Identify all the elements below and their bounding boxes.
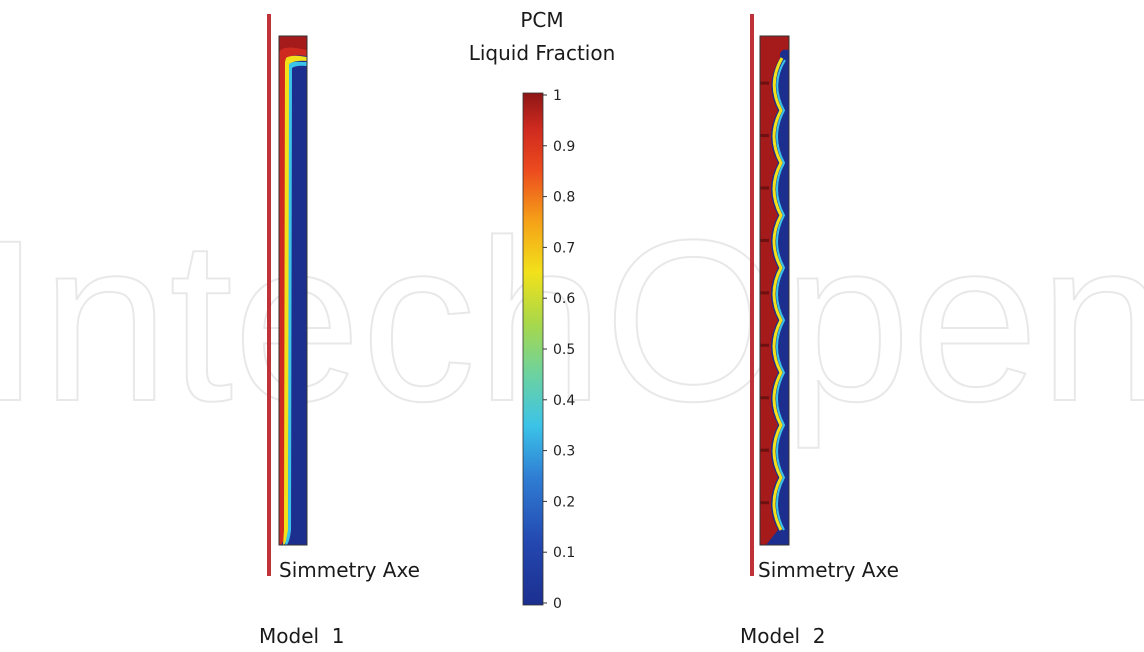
model-2-fin	[760, 396, 769, 400]
model-2-fin	[760, 291, 769, 295]
colorbar-tick-label: 0.2	[553, 494, 575, 510]
colorbar-tick-label: 0.5	[553, 342, 575, 358]
model-2-domain	[759, 35, 790, 546]
model-2-label: Model 2	[740, 624, 826, 648]
model-2-symmetry-line	[750, 14, 754, 576]
model-2-fin	[760, 81, 769, 85]
colorbar-title-line1: PCM	[520, 8, 564, 32]
colorbar-tick-label: 0.8	[553, 190, 575, 206]
colorbar-tick-label: 1	[553, 88, 562, 104]
model-2-axis-label: Simmetry Axe	[758, 558, 899, 582]
model-1-symmetry-line	[267, 14, 271, 576]
colorbar-gradient	[522, 92, 544, 606]
colorbar-title-line2: Liquid Fraction	[468, 41, 616, 65]
model-2-fin	[760, 238, 769, 242]
model-1-panel	[267, 14, 308, 576]
model-2-fin	[760, 448, 769, 452]
colorbar-tick-label: 0.3	[553, 444, 575, 460]
colorbar-tick-label: 0.4	[553, 393, 575, 409]
colorbar-tick-label: 0	[553, 596, 562, 612]
model-2-fin	[760, 134, 769, 138]
colorbar-tick-label: 0.9	[553, 139, 575, 155]
model-2-fin	[760, 501, 769, 505]
model-1-axis-label: Simmetry Axe	[279, 558, 420, 582]
model-2-fin	[760, 186, 769, 190]
model-1-label: Model 1	[259, 624, 345, 648]
watermark-text: IntechOpen	[0, 192, 1144, 449]
model-2-fin	[760, 343, 769, 347]
model-2-panel	[750, 14, 790, 576]
colorbar-tick-label: 0.7	[553, 240, 575, 256]
colorbar: 1 0.9 0.8 0.7 0.6 0.5 0.4 0.3 0.2 0.1 0	[522, 88, 575, 612]
model-1-domain	[278, 35, 308, 546]
colorbar-tick-label: 0.1	[553, 545, 575, 561]
colorbar-tick-label: 0.6	[553, 291, 575, 307]
